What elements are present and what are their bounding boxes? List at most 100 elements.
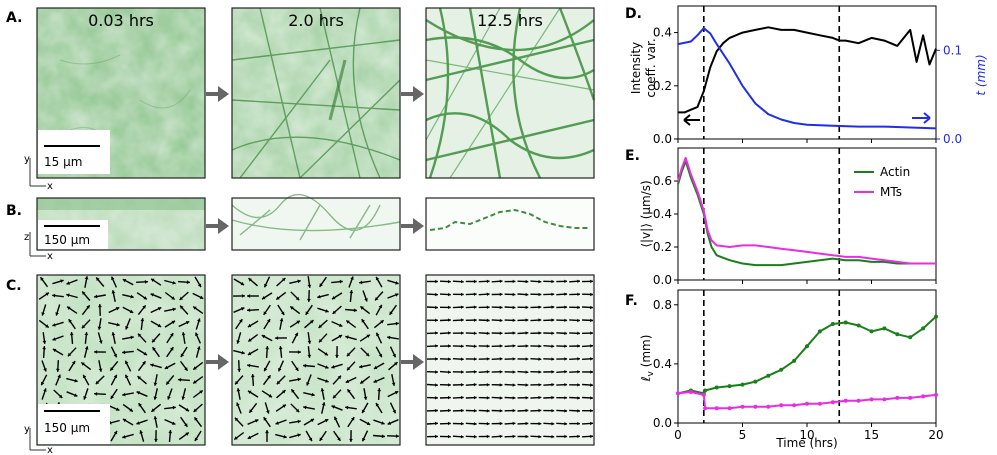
series-line-actin — [677, 160, 936, 267]
flow-arrow-head — [392, 409, 396, 414]
flow-arrow-head — [307, 354, 312, 358]
flow-arrow-head — [577, 370, 580, 374]
flow-arrow-head — [184, 367, 188, 371]
flow-arrow-head — [538, 408, 542, 413]
flow-arrow-head — [111, 332, 116, 336]
panel-label-c: C. — [6, 278, 22, 294]
flow-arrow-head — [577, 292, 580, 296]
flow-arrow-head — [512, 396, 516, 400]
flow-arrow-head — [448, 331, 451, 335]
flow-arrow-head — [590, 383, 593, 387]
flow-arrow-head — [590, 357, 593, 361]
flow-arrow-head — [435, 421, 438, 426]
flow-arrow-head — [324, 352, 328, 356]
flow-arrow-head — [551, 370, 555, 374]
flow-arrow-head — [435, 292, 438, 297]
flow-arrow-head — [590, 331, 593, 335]
flow-arrow-head — [486, 383, 490, 387]
flow-arrow-head — [67, 306, 71, 310]
flow-arrow-head — [486, 422, 490, 426]
scale-bar-label-b: 150 µm — [44, 233, 90, 247]
flow-arrow-head — [380, 320, 384, 324]
y-axis-label-d-right: t (mm) — [974, 54, 988, 95]
flow-arrow-head — [234, 417, 239, 422]
flow-arrow-head — [486, 292, 490, 296]
flow-arrow-head — [186, 280, 190, 285]
flow-arrow-head — [345, 405, 349, 410]
flow-arrow-head — [564, 370, 568, 374]
flow-arrow-head — [275, 336, 279, 340]
flow-arrow-head — [461, 422, 464, 426]
flow-arrow-head — [122, 435, 126, 439]
y-tick-label: 0.6 — [653, 174, 672, 188]
flow-arrow-head — [294, 332, 298, 337]
flow-arrow-head — [395, 293, 399, 297]
panel-c: 150 µm y x — [24, 274, 595, 455]
flow-arrow-head — [83, 374, 87, 379]
flow-arrow-head — [525, 279, 529, 284]
flow-arrow-head — [99, 340, 103, 344]
flow-arrow-head — [590, 318, 593, 323]
flow-arrow-head — [281, 278, 286, 282]
flow-arrow-head — [86, 305, 90, 309]
flow-arrow-head — [195, 332, 199, 337]
flow-arrow-head — [512, 434, 516, 439]
data-point-actin — [908, 335, 913, 340]
data-point-actin — [921, 326, 926, 331]
flow-arrow-head — [375, 297, 379, 301]
data-point-mts — [817, 401, 822, 406]
flow-arrow-head — [74, 378, 78, 383]
flow-arrow-head — [346, 320, 350, 324]
flow-arrow-head — [164, 365, 169, 369]
flow-arrow-head — [551, 292, 555, 296]
flow-arrow-head — [276, 380, 281, 385]
flow-arrow-head — [564, 434, 568, 439]
flow-arrow-head — [577, 318, 580, 323]
flow-arrow-head — [125, 360, 129, 365]
flow-arrow-head — [349, 438, 353, 442]
data-point-actin — [753, 379, 758, 384]
flow-arrow-head — [499, 396, 503, 400]
flow-arrow-head — [564, 292, 568, 296]
flow-arrow-head — [551, 383, 555, 387]
flow-arrow-head — [538, 305, 542, 309]
flow-arrow-head — [40, 277, 44, 281]
flow-arrow-head — [381, 434, 385, 439]
flow-arrow-head — [448, 357, 451, 361]
flow-arrow-head — [435, 344, 438, 348]
flow-arrow-head — [366, 334, 370, 338]
flow-arrow-head — [486, 305, 490, 309]
flow-arrow-head — [345, 335, 349, 339]
flow-arrow-head — [303, 405, 307, 410]
data-point-actin — [727, 384, 732, 389]
flow-arrow-head — [577, 357, 580, 361]
data-point-mts — [779, 403, 784, 408]
flow-arrow-head — [197, 283, 202, 288]
flow-arrow-head — [152, 338, 156, 343]
x-tick-label: 10 — [799, 428, 814, 442]
flow-arrow-head — [512, 279, 516, 284]
flow-arrow-head — [193, 380, 197, 384]
flow-arrow-head — [448, 279, 451, 284]
flow-arrow-head — [395, 321, 399, 326]
flow-arrow-head — [381, 421, 385, 425]
flow-arrow-head — [473, 409, 477, 413]
flow-arrow-head — [157, 323, 162, 328]
flow-arrow-head — [473, 382, 477, 387]
flow-arrow-head — [564, 305, 568, 309]
flow-arrow-head — [337, 375, 341, 380]
flow-field-c2 — [231, 274, 401, 446]
flow-arrow-head — [268, 394, 272, 398]
flow-arrow-head — [150, 293, 154, 297]
flow-arrow-head — [473, 292, 477, 296]
flow-arrow-head — [486, 434, 490, 439]
flow-arrow-head — [110, 395, 114, 399]
flow-arrow-head — [461, 331, 464, 335]
flow-arrow-head — [308, 437, 313, 442]
y-tick-label: 0.0 — [653, 273, 672, 287]
flow-arrow-head — [264, 367, 268, 372]
flow-arrow-head — [111, 290, 116, 294]
flow-arrow-head — [43, 388, 47, 392]
flow-arrow-head — [435, 331, 438, 335]
flow-arrow-head — [564, 331, 568, 335]
